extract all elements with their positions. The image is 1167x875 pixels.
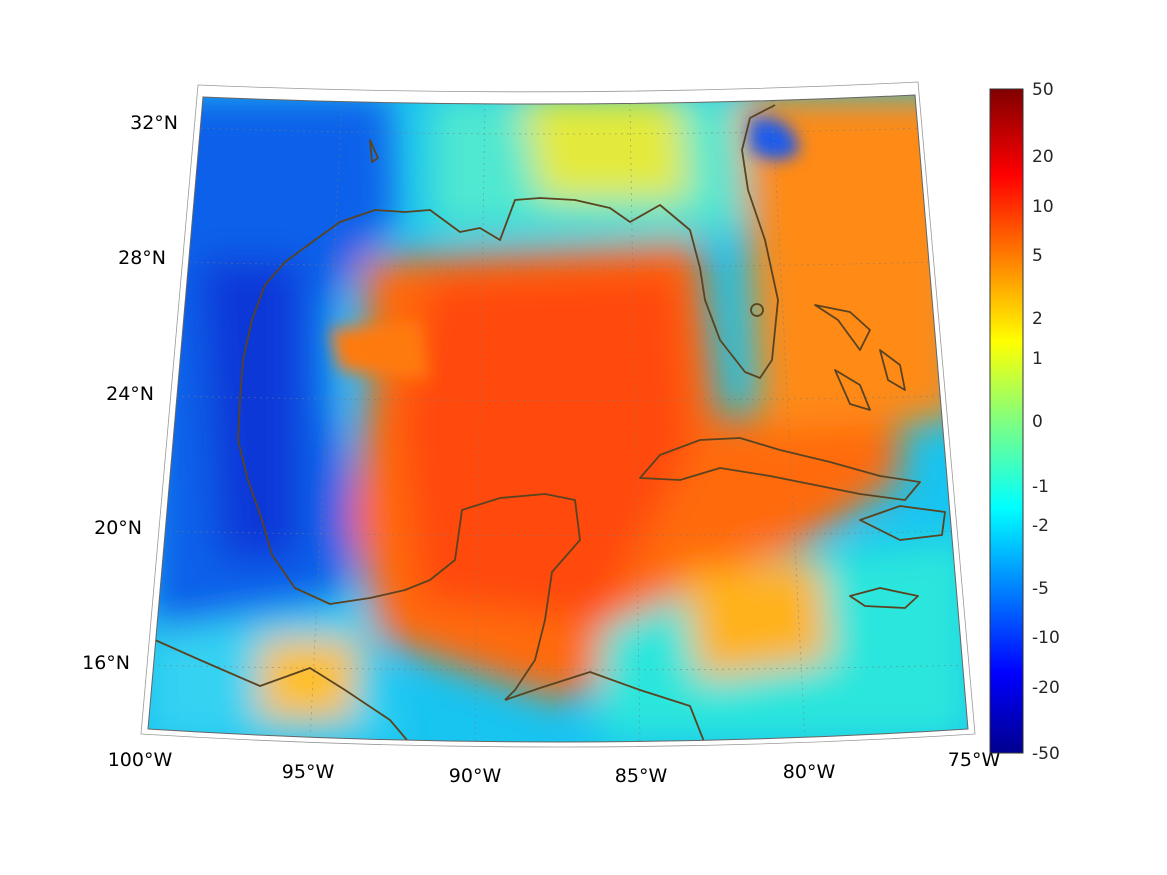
lat-label-16n: 16°N: [82, 652, 130, 674]
data-field: [150, 95, 968, 740]
colorbar-tick-1: 1: [1032, 349, 1043, 369]
lon-label-90w: 90°W: [449, 765, 502, 787]
colorbar-tick-neg50: -50: [1032, 744, 1060, 764]
longitude-labels: 100°W 95°W 90°W 85°W 80°W 75°W: [108, 749, 1001, 787]
lon-label-85w: 85°W: [615, 765, 668, 787]
colorbar-tick-neg2: -2: [1032, 516, 1049, 536]
colorbar-tick-2: 2: [1032, 309, 1043, 329]
map-frame-outer: [140, 81, 976, 748]
colorbar-tick-5: 5: [1032, 246, 1043, 266]
lat-label-32n: 32°N: [130, 112, 178, 134]
lat-label-28n: 28°N: [118, 247, 166, 269]
lon-label-100w: 100°W: [108, 749, 173, 771]
colorbar-tick-0: 0: [1032, 412, 1043, 432]
lat-label-20n: 20°N: [94, 517, 142, 539]
colorbar-tick-neg10: -10: [1032, 628, 1060, 648]
lon-label-80w: 80°W: [783, 761, 836, 783]
map-frame: [147, 94, 969, 743]
map-area: [148, 95, 968, 742]
colorbar-tick-neg20: -20: [1032, 678, 1060, 698]
colorbar-gradient: [989, 88, 1024, 754]
coastlines: [154, 104, 946, 742]
colorbar-tick-20: 20: [1032, 147, 1054, 167]
colorbar-tick-neg5: -5: [1032, 579, 1049, 599]
lon-label-75w: 75°W: [948, 749, 1001, 771]
colorbar-tick-neg1: -1: [1032, 477, 1049, 497]
latitude-labels: 32°N 28°N 24°N 20°N 16°N: [82, 112, 178, 674]
colorbar: 50 20 10 5 2 1 0 -1 -2 -5 -10 -20 -50: [989, 80, 1060, 764]
colorbar-tick-10: 10: [1032, 197, 1054, 217]
lon-label-95w: 95°W: [282, 761, 335, 783]
lat-label-24n: 24°N: [106, 383, 154, 405]
colorbar-tick-50: 50: [1032, 80, 1054, 100]
